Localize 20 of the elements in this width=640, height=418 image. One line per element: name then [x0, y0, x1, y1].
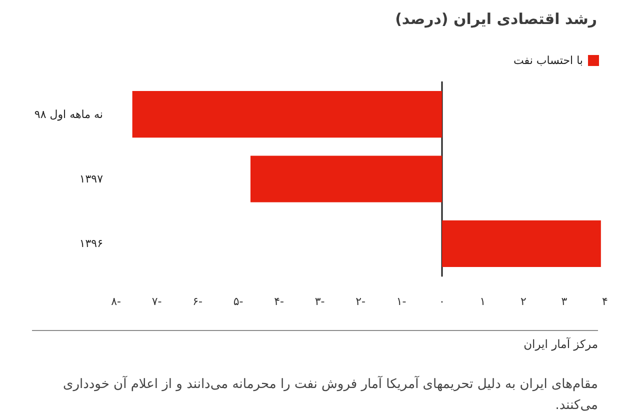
x-tick-label: ۶-	[192, 295, 202, 308]
x-tick-label: ۳-	[314, 295, 325, 308]
x-tick-label: ۱-	[396, 295, 406, 308]
x-tick-label: ۲-	[356, 295, 366, 308]
y-tick-label: ۱۳۹۷	[79, 172, 104, 186]
chart-title: رشد اقتصادی ایران (درصد)	[395, 10, 597, 28]
x-tick-label: ۸-	[111, 295, 121, 308]
text: مرکز آمار ایران	[524, 337, 598, 351]
text: مقام‌های ایران به دلیل تحریمهای آمریکا آمار فروش نفت را محرمانه می‌دانند و از اعلام آن خودداری می‌کنند.	[62, 374, 598, 415]
x-tick-label: ۵-	[233, 295, 244, 308]
x-tick-label: ۳	[561, 295, 568, 308]
x-tick-label: ۲	[520, 295, 527, 308]
x-tick-label: ۰	[439, 295, 445, 308]
x-tick-label: ۱	[480, 295, 486, 308]
y-tick-label: نه ماهه اول ۹۸	[34, 108, 103, 121]
x-tick-label: ۴	[602, 295, 608, 308]
legend-label: با احتساب نفت	[513, 54, 583, 67]
y-tick-label: ۱۳۹۶	[79, 237, 103, 250]
x-tick-label: ۷-	[152, 295, 162, 308]
x-tick-label: ۴-	[274, 295, 284, 308]
